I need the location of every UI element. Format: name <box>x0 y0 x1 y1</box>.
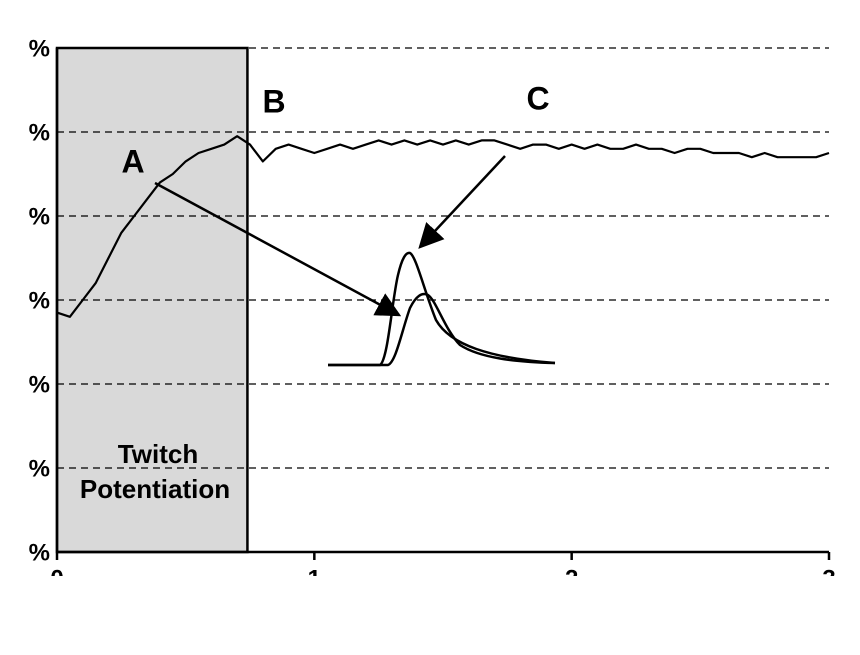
x-tick-label: 2 <box>565 565 578 592</box>
annotation: C <box>526 80 549 116</box>
annotation: A <box>121 143 144 179</box>
y-tick-label: % <box>29 455 50 482</box>
x-tick-label: 0 <box>50 565 63 592</box>
x-tick-label: 1 <box>308 565 321 592</box>
twitch-inset-2 <box>328 292 556 367</box>
annotation: B <box>262 83 285 119</box>
data-line <box>56 135 830 318</box>
y-tick-label: % <box>29 35 50 62</box>
twitch-inset-1 <box>328 251 556 367</box>
shaded-label: Twitch <box>118 439 198 469</box>
y-tick-label: % <box>29 119 50 146</box>
y-tick-label: % <box>29 287 50 314</box>
arrow <box>418 155 506 249</box>
y-tick-label: % <box>29 539 50 566</box>
shaded-label: Potentiation <box>80 474 230 504</box>
y-tick-label: % <box>29 371 50 398</box>
y-tick-label: % <box>29 203 50 230</box>
x-tick-label: 3 <box>822 565 835 592</box>
arrow <box>154 181 402 317</box>
